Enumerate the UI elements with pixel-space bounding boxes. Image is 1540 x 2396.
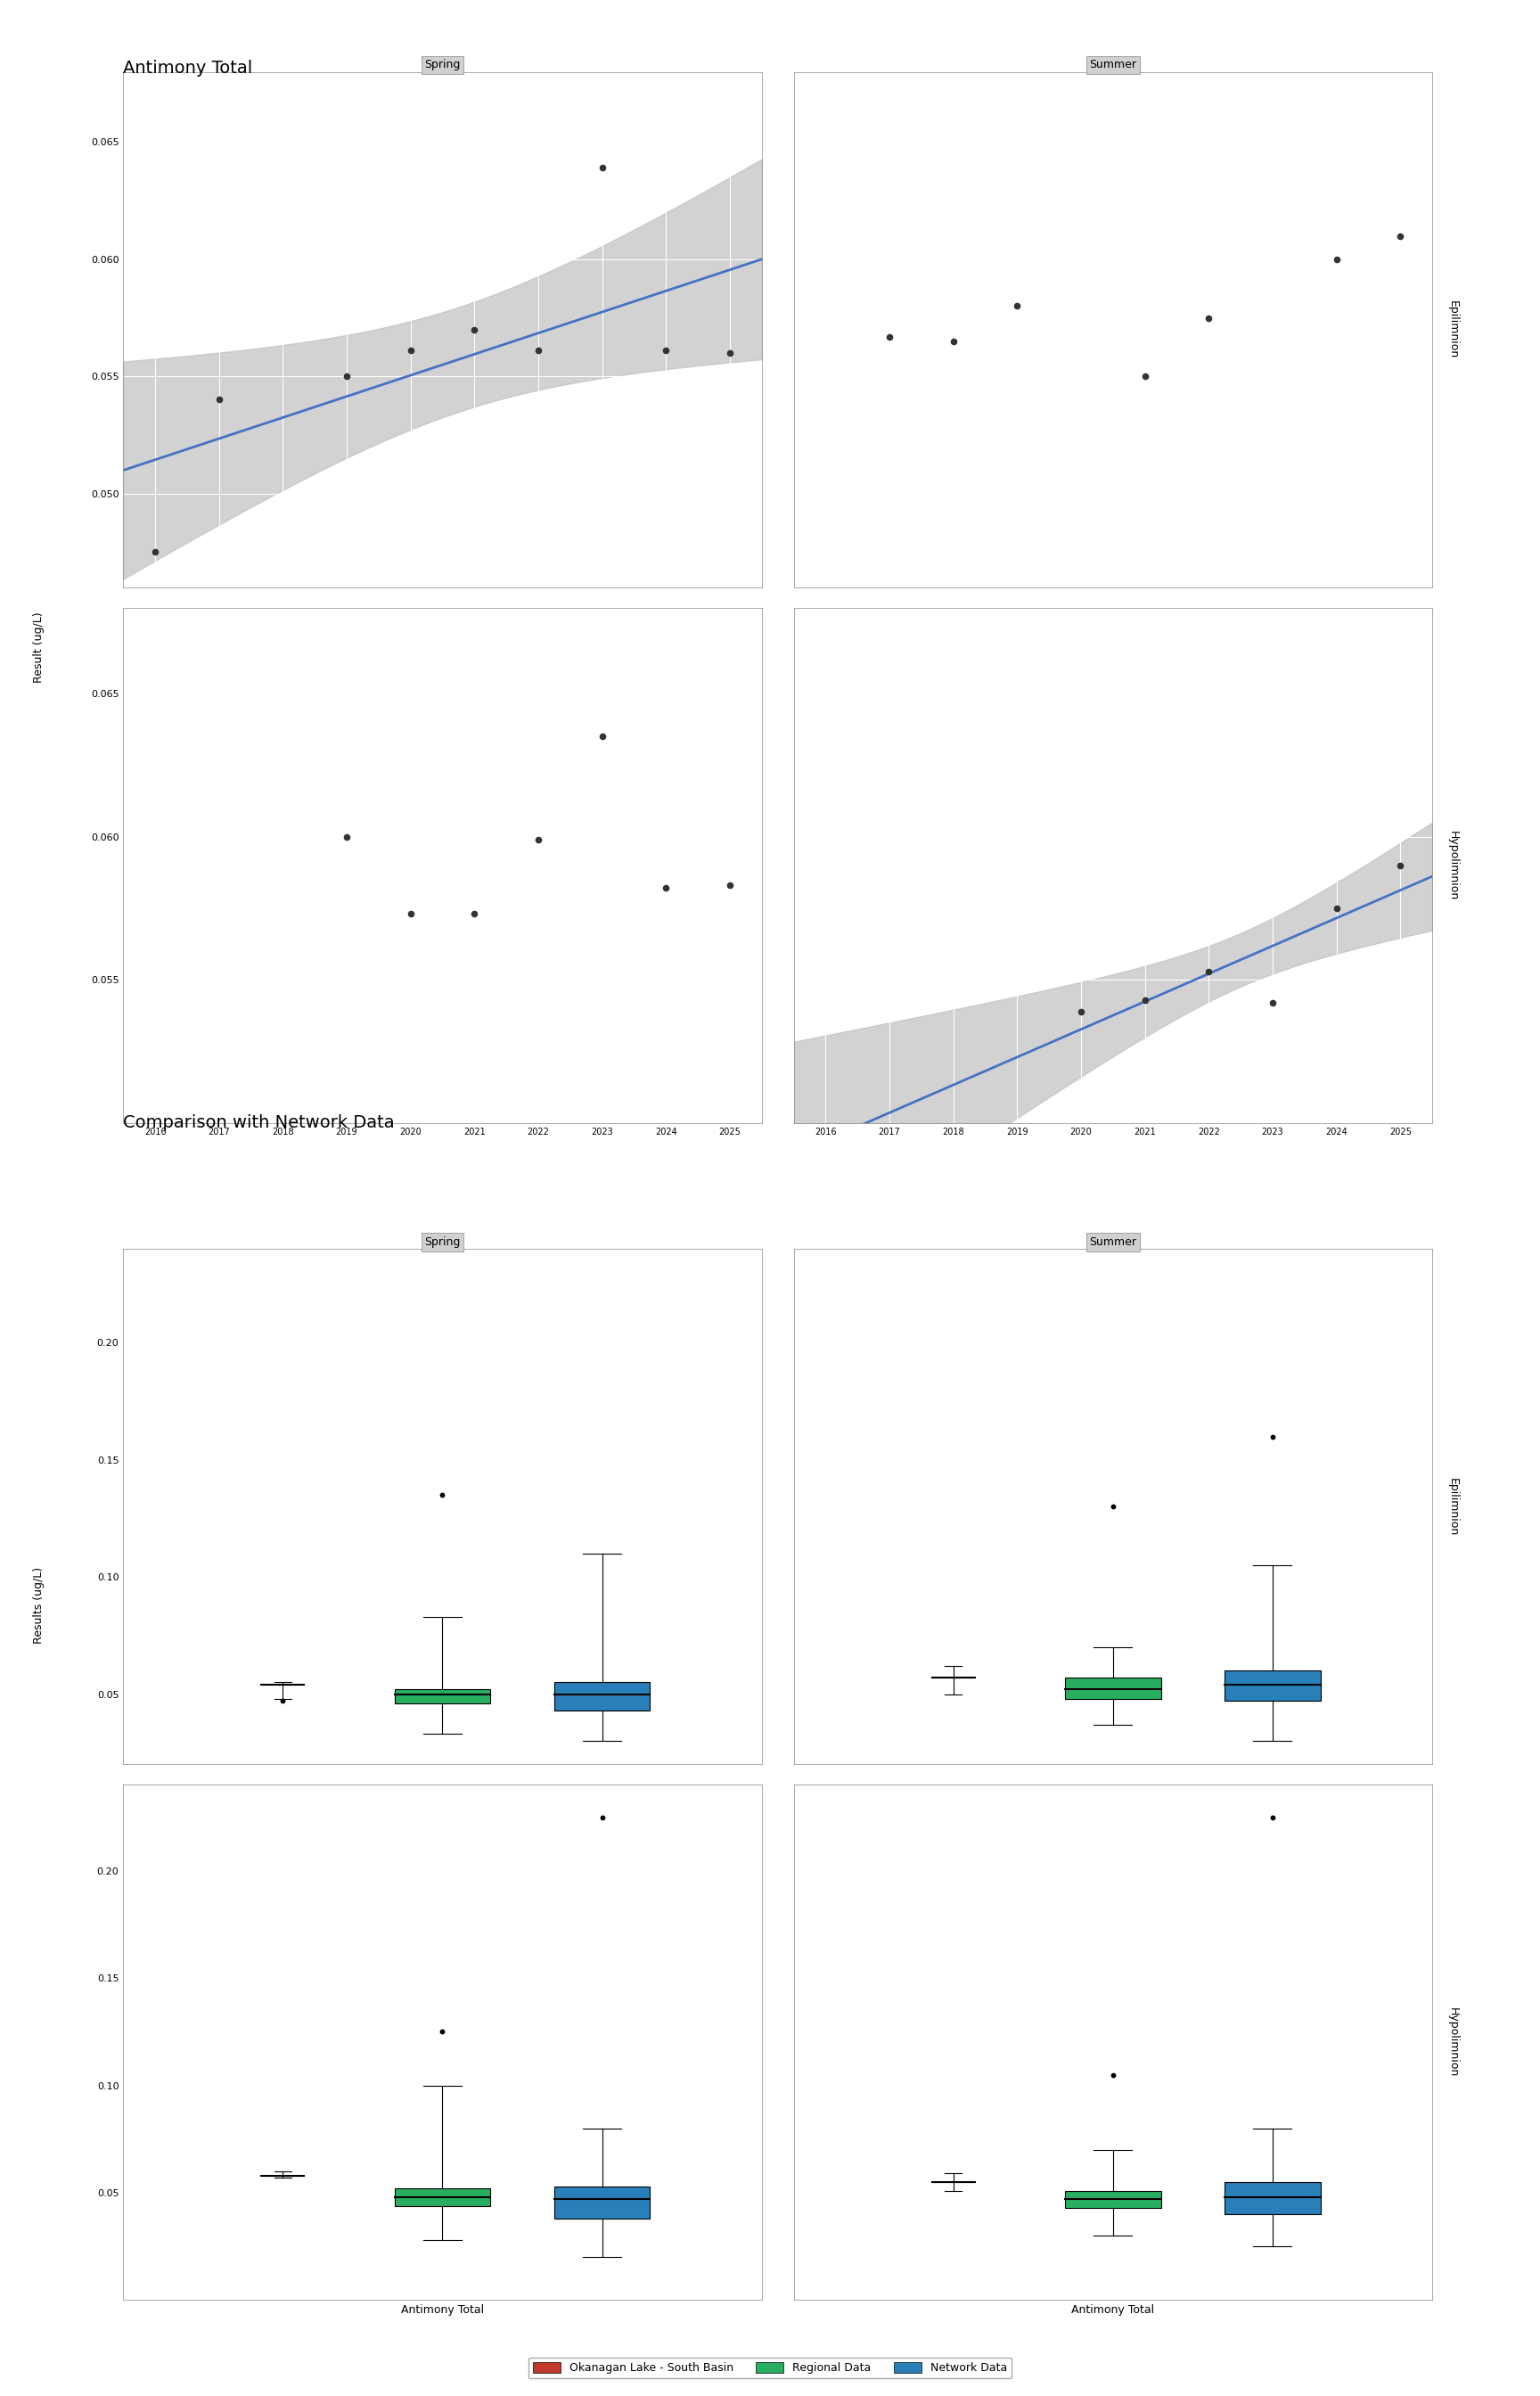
Bar	[1224, 2183, 1320, 2214]
Y-axis label: Hypolimnion: Hypolimnion	[1448, 2008, 1458, 2077]
Title: Spring: Spring	[425, 60, 460, 72]
Point	[430, 2013, 454, 2051]
Point	[334, 357, 359, 395]
Point	[590, 716, 614, 755]
Point	[1260, 1418, 1284, 1457]
Point	[1197, 300, 1221, 338]
Bar	[394, 1689, 490, 1704]
Point	[590, 1797, 614, 1835]
Title: Summer: Summer	[1089, 1236, 1137, 1248]
Point	[1101, 1488, 1126, 1526]
Text: Result (ug/L): Result (ug/L)	[32, 611, 45, 683]
Point	[718, 867, 742, 906]
Point	[1388, 846, 1412, 884]
Bar	[1066, 1677, 1161, 1699]
Point	[941, 321, 966, 359]
Point	[143, 532, 168, 570]
Point	[334, 817, 359, 855]
Point	[718, 333, 742, 371]
Point	[206, 381, 231, 419]
Title: Spring: Spring	[425, 1236, 460, 1248]
Text: Comparison with Network Data: Comparison with Network Data	[123, 1114, 394, 1131]
Point	[1004, 288, 1029, 326]
Point	[653, 870, 678, 908]
Point	[590, 149, 614, 187]
Y-axis label: Epilimnion: Epilimnion	[1448, 1478, 1458, 1536]
Point	[1101, 2056, 1126, 2094]
Point	[1069, 992, 1093, 1030]
Point	[878, 316, 902, 355]
Point	[399, 331, 424, 369]
Legend: Okanagan Lake - South Basin, Regional Data, Network Data: Okanagan Lake - South Basin, Regional Da…	[528, 2358, 1012, 2379]
Bar	[1066, 2190, 1161, 2207]
Text: Antimony Total: Antimony Total	[123, 60, 253, 77]
Point	[399, 894, 424, 932]
Point	[271, 1682, 296, 1720]
Bar	[554, 2188, 650, 2219]
Point	[1324, 889, 1349, 927]
Point	[653, 331, 678, 369]
Point	[527, 331, 551, 369]
Point	[462, 894, 487, 932]
Y-axis label: Epilimnion: Epilimnion	[1448, 300, 1458, 359]
Y-axis label: Hypolimnion: Hypolimnion	[1448, 831, 1458, 901]
Point	[1197, 951, 1221, 990]
Point	[1260, 1797, 1284, 1835]
Point	[527, 819, 551, 858]
Point	[430, 1476, 454, 1514]
Bar	[394, 2188, 490, 2207]
Title: Summer: Summer	[1089, 60, 1137, 72]
Point	[1132, 357, 1157, 395]
Point	[1132, 980, 1157, 1018]
Point	[462, 311, 487, 350]
Point	[1388, 216, 1412, 254]
Text: Results (ug/L): Results (ug/L)	[32, 1567, 45, 1644]
Bar	[1224, 1670, 1320, 1701]
Point	[1260, 985, 1284, 1023]
Bar	[554, 1682, 650, 1711]
Point	[1324, 240, 1349, 278]
